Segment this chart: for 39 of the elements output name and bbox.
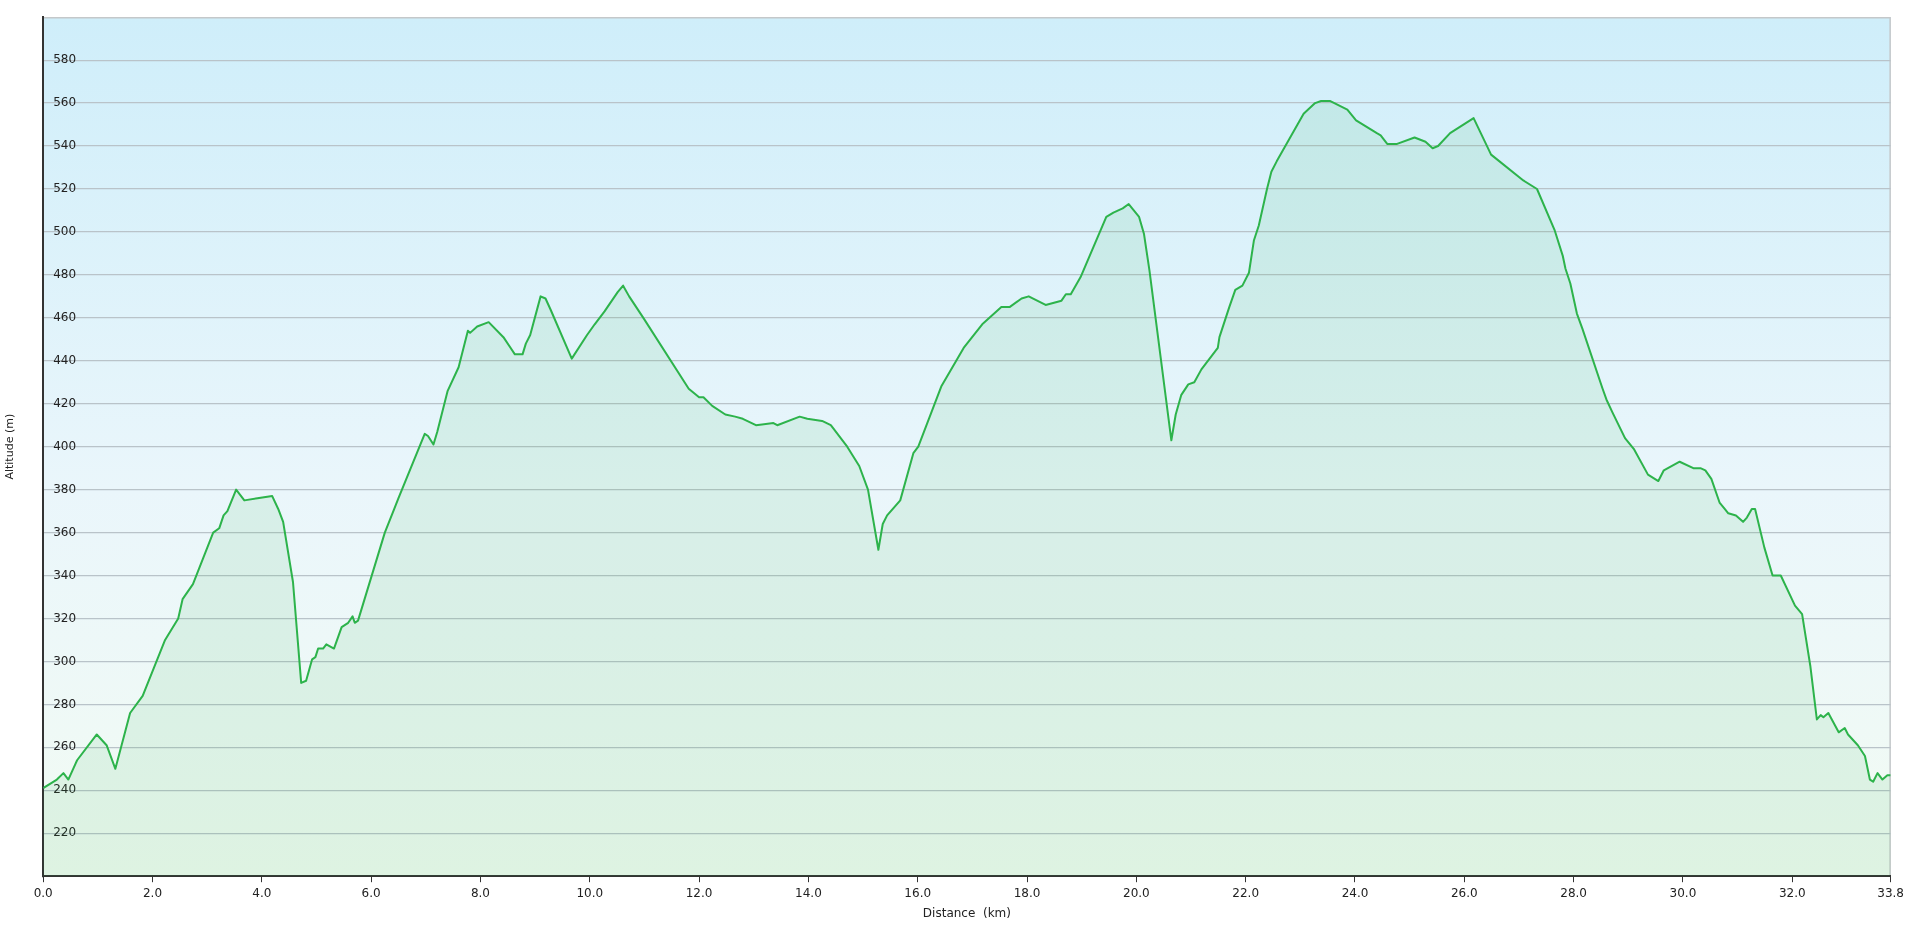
x-tick-label: 26.0 [1450, 885, 1478, 900]
y-tick-label: 240 [53, 782, 77, 797]
y-tick-label: 280 [53, 696, 77, 711]
x-tick-label: 0.0 [33, 885, 53, 900]
x-tick-label: 12.0 [685, 885, 713, 900]
y-tick-label: 560 [53, 95, 77, 110]
y-tick-label: 300 [53, 653, 77, 668]
y-tick-label: 400 [53, 438, 77, 453]
y-tick-label: 580 [53, 52, 77, 67]
y-axis-title: Altitude (m) [3, 413, 17, 480]
x-tick-label: 6.0 [361, 885, 381, 900]
x-tick-label: 22.0 [1232, 885, 1260, 900]
y-tick-label: 520 [53, 181, 77, 196]
x-tick-label: 16.0 [904, 885, 932, 900]
x-tick-label: 2.0 [142, 885, 163, 900]
y-tick-label: 360 [53, 524, 77, 539]
x-tick-label: 32.0 [1778, 885, 1806, 900]
x-tick-label: 14.0 [795, 885, 822, 900]
y-tick-label: 260 [53, 739, 77, 754]
x-tick-label: 10.0 [576, 885, 604, 900]
y-tick-label: 500 [53, 224, 77, 239]
x-tick-label: 4.0 [252, 885, 272, 900]
y-tick-label: 440 [53, 352, 77, 367]
y-tick-label: 540 [53, 138, 77, 153]
x-axis-title: Distance (km) [922, 905, 1011, 920]
x-tick-label: 24.0 [1341, 885, 1369, 900]
y-tick-label: 380 [53, 481, 77, 496]
y-tick-label: 320 [53, 610, 77, 625]
x-tick-label: 8.0 [470, 885, 491, 900]
x-tick-label: 18.0 [1013, 885, 1041, 900]
x-tick-label: 30.0 [1669, 885, 1697, 900]
x-tick-label: 28.0 [1560, 885, 1587, 900]
y-tick-label: 340 [53, 567, 77, 582]
y-tick-label: 460 [53, 309, 77, 324]
x-tick-label: 20.0 [1123, 885, 1150, 900]
y-tick-label: 420 [53, 395, 77, 410]
y-tick-label: 480 [53, 267, 77, 282]
x-tick-label: 33.8 [1877, 885, 1904, 900]
y-tick-label: 220 [53, 825, 77, 840]
